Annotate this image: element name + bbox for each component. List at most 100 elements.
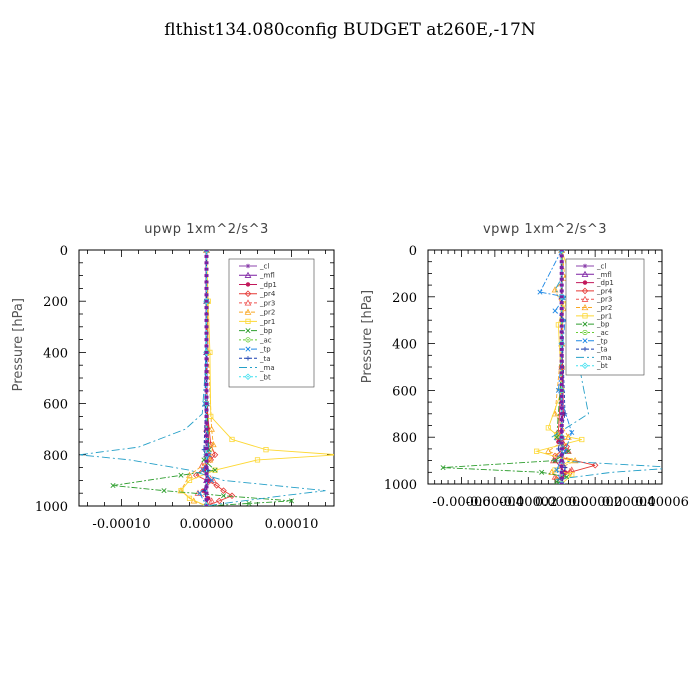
data-point-mfl — [559, 453, 564, 457]
data-point-bp — [582, 321, 588, 327]
series-line-pr1 — [180, 250, 334, 506]
legend-entry-bt: _bt — [259, 373, 271, 381]
data-point-pr3 — [565, 447, 572, 454]
data-point-mfl — [204, 312, 209, 316]
data-point-mfl — [204, 299, 209, 303]
data-point-mfl — [559, 476, 564, 480]
data-point-mfl — [204, 376, 209, 380]
data-point-mfl — [204, 318, 209, 322]
data-point-mfl — [559, 470, 564, 474]
data-point-mfl — [204, 274, 209, 278]
data-point-mfl — [204, 286, 209, 290]
legend-entry-ta: _ta — [596, 346, 608, 354]
x-tick-label: 0.00010 — [265, 517, 319, 532]
legend-entry-cl: _cl — [259, 263, 269, 271]
x-tick-label: 0.00000 — [180, 517, 234, 532]
data-point-mfl — [559, 342, 564, 346]
data-point-mfl — [204, 363, 209, 367]
data-point-bp — [288, 498, 295, 504]
data-point-pr1 — [263, 447, 269, 453]
series-group — [440, 250, 662, 484]
legend: _cl_mfl_dp1_pr4_pr3_pr2_pr1_bp_ac_tp_ta_… — [228, 258, 315, 388]
data-point-mfl — [204, 250, 209, 252]
y-tick-label: 1000 — [384, 478, 417, 493]
data-point-mfl — [559, 330, 564, 334]
data-point-mfl — [204, 350, 209, 354]
data-point-pr4 — [213, 482, 220, 489]
y-tick-label: 200 — [43, 295, 68, 310]
data-point-mfl — [559, 301, 564, 305]
legend-entry-pr3: _pr3 — [259, 299, 275, 307]
data-point-tp — [569, 430, 575, 436]
data-point-pr3 — [551, 473, 559, 480]
data-point-pr1 — [245, 318, 251, 324]
data-point-pr1 — [567, 457, 573, 464]
data-point-pr2 — [544, 447, 552, 454]
y-tick-label: 200 — [392, 291, 417, 306]
data-point-dp1 — [245, 282, 251, 287]
data-point-bt — [581, 362, 589, 369]
data-point-cl — [245, 263, 251, 269]
data-point-mfl — [204, 331, 209, 335]
data-point-pr1 — [569, 472, 575, 478]
data-point-pr1 — [229, 436, 235, 443]
data-point-pr2 — [551, 286, 559, 293]
data-point-pr1 — [178, 488, 184, 494]
data-point-mfl — [559, 435, 564, 439]
data-point-tp — [554, 467, 560, 473]
data-point-bp — [246, 500, 252, 506]
chart-panel-1: upwp 1xm^2/s^3 Pressure [hPa] 0 200 400 600 80… — [11, 222, 335, 532]
data-point-pr2 — [244, 308, 252, 315]
x-tick-label: 0.00002 — [568, 495, 622, 510]
panel-title: vpwp 1xm^2/s^3 — [483, 222, 607, 237]
legend-entry-ta: _ta — [259, 355, 271, 363]
data-point-mfl — [204, 478, 209, 482]
legend-entry-mfl: _mfl — [259, 272, 275, 280]
legend-entry-pr1: _pr1 — [596, 312, 612, 320]
legend-entry-ma: _ma — [259, 364, 275, 372]
data-point-mfl — [559, 318, 564, 322]
data-point-bp — [552, 458, 558, 464]
data-point-mfl — [559, 418, 564, 422]
data-point-pr4 — [215, 497, 223, 505]
y-tick-label: 0 — [60, 244, 68, 259]
data-point-mfl — [204, 434, 209, 438]
data-point-bp — [440, 465, 446, 471]
series-group — [79, 250, 334, 506]
legend-box — [565, 258, 645, 376]
data-point-mfl — [559, 371, 564, 375]
data-point-mfl — [204, 453, 209, 457]
x-tick-label: -0.00002 — [499, 495, 557, 510]
data-point-mfl — [559, 447, 564, 451]
legend-entry-pr2: _pr2 — [259, 309, 275, 317]
data-point-cl — [582, 263, 588, 269]
data-point-mfl — [204, 306, 209, 310]
data-point-mfl — [559, 271, 564, 275]
y-tick-label: 800 — [392, 431, 417, 446]
legend-box — [228, 258, 315, 388]
data-point-mfl — [204, 498, 209, 502]
data-point-tp — [209, 477, 215, 483]
data-point-ac — [245, 337, 251, 343]
legend-entry-ac: _ac — [259, 336, 272, 344]
data-point-mfl — [581, 270, 589, 277]
data-point-mfl — [559, 353, 564, 357]
data-point-bp — [539, 469, 545, 475]
data-point-mfl — [559, 383, 564, 387]
data-point-bp — [554, 434, 560, 440]
data-point-pr2 — [581, 304, 589, 311]
data-point-bt — [244, 373, 252, 381]
data-point-mfl — [204, 402, 209, 406]
data-point-mfl — [559, 388, 564, 392]
data-point-mfl — [204, 446, 209, 450]
data-point-pr1 — [186, 495, 193, 501]
data-point-pr4 — [228, 492, 236, 500]
data-point-mfl — [204, 414, 209, 418]
data-point-pr4 — [220, 487, 227, 494]
y-axis-title: Pressure [hPa] — [360, 290, 375, 383]
data-point-pr2 — [571, 457, 579, 464]
data-point-pr1 — [254, 457, 261, 463]
data-point-mfl — [204, 254, 209, 258]
legend-entry-dp1: _dp1 — [596, 279, 614, 287]
